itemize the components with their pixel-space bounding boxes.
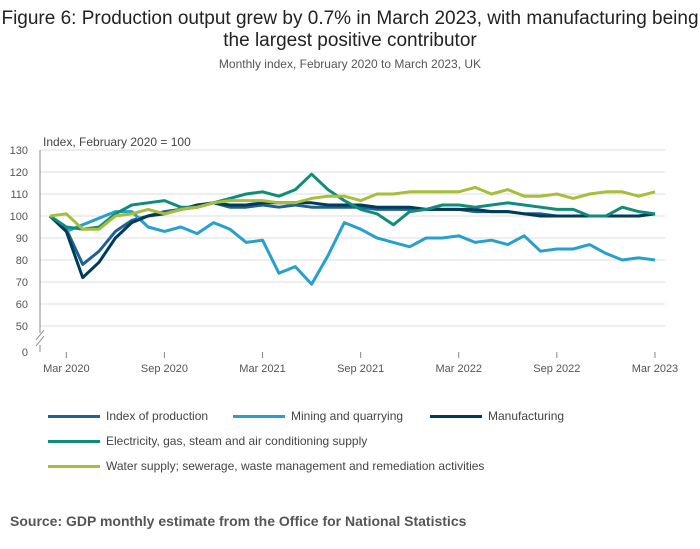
x-tick-label: Sep 2022 xyxy=(533,363,580,375)
y-tick-label: 100 xyxy=(10,211,28,223)
legend-item: Mining and quarrying xyxy=(233,409,403,423)
y-axis-label: Index, February 2020 = 100 xyxy=(43,135,191,149)
legend-item: Manufacturing xyxy=(430,409,564,423)
series-line xyxy=(49,185,656,231)
x-tick-label: Mar 2020 xyxy=(43,363,89,375)
legend-item: Water supply; sewerage, waste management… xyxy=(48,459,484,473)
x-tick-label: Mar 2023 xyxy=(632,363,678,375)
legend-label: Manufacturing xyxy=(488,409,565,423)
chart-title: Figure 6: Production output grew by 0.7%… xyxy=(1,8,699,51)
legend-swatch xyxy=(430,414,482,418)
legend-label: Mining and quarrying xyxy=(291,409,404,423)
legend-label: Index of production xyxy=(106,409,209,423)
chart-subtitle: Monthly index, February 2020 to March 20… xyxy=(218,57,482,71)
legend-swatch xyxy=(233,414,285,418)
legend-swatch xyxy=(48,414,100,418)
legend-swatch xyxy=(48,464,100,468)
legend-label: Water supply; sewerage, waste management… xyxy=(106,459,485,473)
y-tick-label: 120 xyxy=(10,167,28,179)
axis-break-mark xyxy=(35,329,45,341)
axis-break-mark xyxy=(35,335,45,347)
y-tick-label: 90 xyxy=(16,233,28,245)
x-tick-label: Sep 2021 xyxy=(337,363,384,375)
x-tick-label: Mar 2022 xyxy=(436,363,482,375)
line-chart: 0 50 60 70 80 90 100 110 120 130 Mar 2020 Sep 2020 M… xyxy=(10,145,679,375)
y-tick-label: 50 xyxy=(16,321,28,333)
source-note: Source: GDP monthly estimate from the Of… xyxy=(10,513,467,529)
legend-label: Electricity, gas, steam and air conditio… xyxy=(106,434,368,448)
series-line xyxy=(48,210,656,286)
x-tick-label: Mar 2021 xyxy=(239,363,285,375)
legend-swatch xyxy=(48,439,100,443)
series-line xyxy=(49,172,656,231)
y-tick-label: 60 xyxy=(16,299,28,311)
x-tick-label: Sep 2020 xyxy=(141,363,188,375)
series-line xyxy=(48,201,656,280)
y-tick-label: 80 xyxy=(16,255,28,267)
legend-item: Electricity, gas, steam and air conditio… xyxy=(48,434,367,448)
y-tick-label: 130 xyxy=(10,145,28,157)
y-tick-label: 0 xyxy=(22,347,28,359)
y-tick-label: 110 xyxy=(10,189,28,201)
legend-item: Index of production xyxy=(48,409,208,423)
y-tick-label: 70 xyxy=(16,277,28,289)
